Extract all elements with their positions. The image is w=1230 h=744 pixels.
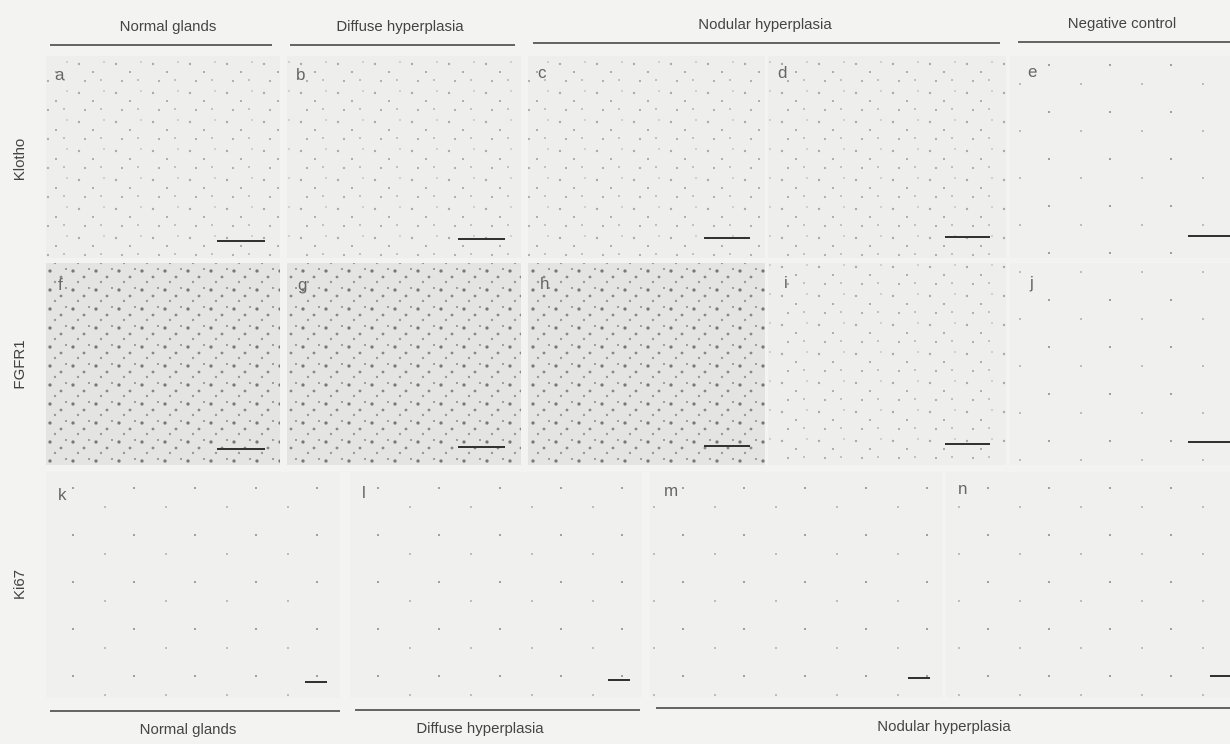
micrograph: [528, 263, 765, 465]
micrograph: [46, 472, 340, 698]
micrograph: [946, 472, 1230, 698]
panel-label: l: [362, 483, 366, 502]
micrograph: [46, 263, 280, 465]
panel-label: h: [540, 274, 549, 293]
micrograph: [1010, 56, 1230, 258]
micrograph: [768, 263, 1006, 465]
panel-label: g: [298, 275, 307, 294]
micrograph: [287, 263, 521, 465]
panel-row: k l m n: [46, 472, 1230, 698]
row-label: FGFR1: [11, 340, 28, 389]
column-header: Normal glands: [120, 18, 217, 35]
panel-label: c: [538, 63, 547, 82]
row-label: Klotho: [11, 139, 28, 182]
bottom-header: Nodular hyperplasia: [877, 718, 1011, 735]
panel-label: i: [784, 273, 788, 292]
panel-label: k: [58, 485, 67, 504]
bottom-header: Diffuse hyperplasia: [416, 720, 544, 737]
micrograph: [1010, 263, 1230, 465]
panel-label: b: [296, 65, 305, 84]
micrograph: [46, 56, 280, 258]
row-label: Ki67: [11, 570, 28, 600]
micrograph: [650, 472, 942, 698]
column-header: Negative control: [1068, 15, 1176, 32]
panel-label: a: [55, 65, 65, 84]
column-header: Nodular hyperplasia: [698, 16, 832, 33]
micrograph: [350, 472, 642, 698]
panel-label: f: [58, 275, 63, 294]
panel-label: m: [664, 481, 678, 500]
panel-row: a b c d e: [46, 56, 1230, 258]
panel-label: n: [958, 479, 967, 498]
micrograph: [768, 56, 1006, 258]
panel-label: j: [1029, 273, 1034, 292]
column-header: Diffuse hyperplasia: [336, 18, 464, 35]
micrograph: [287, 56, 521, 258]
panel-row: f g h i j: [46, 263, 1230, 465]
bottom-header: Normal glands: [140, 721, 237, 738]
panel-label: d: [778, 63, 787, 82]
micrograph: [528, 56, 765, 258]
panel-label: e: [1028, 62, 1037, 81]
